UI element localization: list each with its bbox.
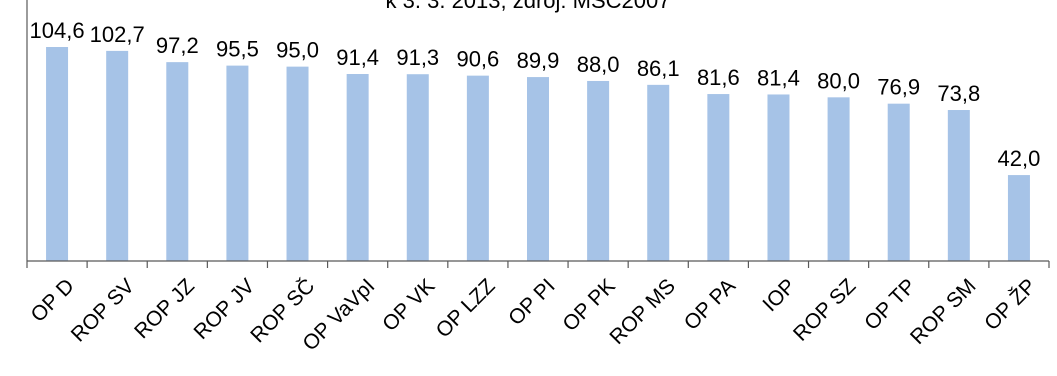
bar-op-d bbox=[46, 47, 69, 261]
category-label: OP PI bbox=[504, 274, 560, 330]
category-label: OP ŽP bbox=[980, 274, 1041, 335]
chart-title: k 3. 3. 2013; zdroj: MSC2007 bbox=[386, 0, 671, 13]
value-label: 80,0 bbox=[817, 68, 860, 93]
category-label: OP VK bbox=[378, 274, 439, 335]
value-label: 104,6 bbox=[30, 18, 85, 43]
bars-group bbox=[46, 47, 1030, 262]
bar-op-vk bbox=[406, 74, 429, 261]
bar-op-pa bbox=[707, 94, 730, 261]
bar-rop-jv bbox=[226, 65, 249, 262]
value-label: 89,9 bbox=[517, 48, 560, 73]
category-label: ROP SZ bbox=[789, 274, 860, 345]
bar-rop-ms bbox=[647, 84, 670, 262]
category-label: ROP JZ bbox=[130, 274, 199, 343]
category-label: OP TP bbox=[860, 274, 920, 334]
category-label: OP LZZ bbox=[432, 274, 500, 342]
value-label: 90,6 bbox=[456, 47, 499, 72]
value-label: 81,6 bbox=[697, 65, 740, 90]
x-axis-ticks bbox=[26, 261, 1050, 268]
category-label: IOP bbox=[758, 274, 800, 316]
category-label: OP PA bbox=[680, 274, 740, 334]
bar-op-tp bbox=[887, 103, 910, 261]
value-labels-group: 104,6 102,7 97,2 95,5 95,0 91,4 91,3 90,6 89,9 88… bbox=[30, 18, 1041, 171]
bar-op-lzz bbox=[466, 75, 489, 261]
value-label: 42,0 bbox=[998, 146, 1041, 171]
bar-rop-sv bbox=[106, 50, 129, 261]
value-label: 73,8 bbox=[937, 81, 980, 106]
bar-op-pi bbox=[527, 77, 549, 261]
value-label: 102,7 bbox=[90, 22, 145, 47]
value-label: 81,4 bbox=[757, 65, 800, 90]
bar-rop-sč bbox=[286, 66, 309, 261]
bar-op-pk bbox=[587, 80, 610, 261]
bar-op-žp bbox=[1007, 175, 1030, 261]
category-label: ROP MS bbox=[605, 274, 680, 349]
bar-iop bbox=[767, 94, 790, 261]
value-label: 88,0 bbox=[577, 52, 620, 77]
bar-op-vavpi bbox=[346, 74, 369, 261]
value-label: 76,9 bbox=[877, 75, 920, 100]
bar-rop-sm bbox=[947, 110, 970, 261]
value-label: 91,4 bbox=[336, 45, 379, 70]
value-label: 95,5 bbox=[216, 37, 259, 62]
category-label: OP D bbox=[26, 274, 78, 326]
value-label: 86,1 bbox=[637, 56, 680, 81]
bar-rop-sz bbox=[827, 97, 850, 261]
category-label: ROP SV bbox=[67, 274, 139, 346]
bar-rop-jz bbox=[166, 62, 189, 261]
value-label: 97,2 bbox=[156, 33, 199, 58]
value-label: 91,3 bbox=[396, 45, 439, 70]
category-label: ROP SM bbox=[906, 274, 981, 349]
value-label: 95,0 bbox=[276, 38, 319, 63]
